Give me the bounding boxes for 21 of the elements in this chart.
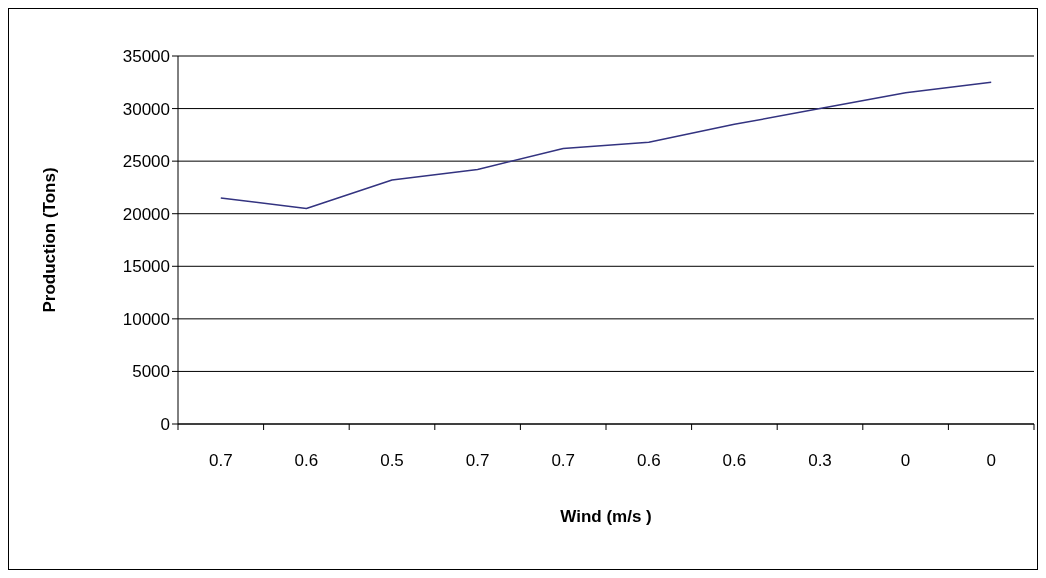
line-series: [220, 81, 992, 210]
y-tick-label: 0: [160, 415, 170, 435]
y-tick-label: 10000: [122, 309, 170, 329]
x-tick-label: 0: [986, 451, 996, 470]
x-tick-label: 0: [900, 451, 911, 470]
x-tick-label: 0.5: [380, 451, 404, 470]
x-tick-label: 0.3: [808, 451, 832, 470]
x-tick-label: 0.7: [551, 451, 576, 470]
y-axis-title: Production (Tons): [40, 167, 60, 313]
y-tick-label: 30000: [122, 99, 170, 119]
y-tick-label: 20000: [122, 204, 170, 224]
x-axis-title: Wind (m/s ): [560, 507, 652, 526]
y-tick-label: 5000: [132, 362, 170, 382]
x-tick-label: 0.6: [636, 451, 661, 470]
y-tick-label: 25000: [122, 152, 170, 172]
x-tick-label: 0.6: [294, 451, 319, 470]
y-tick-label: 35000: [122, 47, 170, 67]
x-tick-label: 0.6: [722, 451, 747, 470]
x-tick-label: 0.7: [208, 451, 233, 470]
x-tick-label: 0.7: [465, 451, 490, 470]
y-tick-label: 15000: [122, 257, 170, 277]
